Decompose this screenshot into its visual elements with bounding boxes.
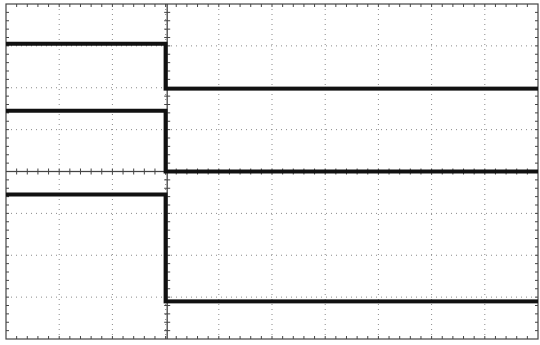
- trace-layer: [6, 41, 538, 304]
- trace-1-line: [6, 41, 538, 91]
- grid-layer: [5, 3, 539, 340]
- trace-3-line: [6, 192, 538, 304]
